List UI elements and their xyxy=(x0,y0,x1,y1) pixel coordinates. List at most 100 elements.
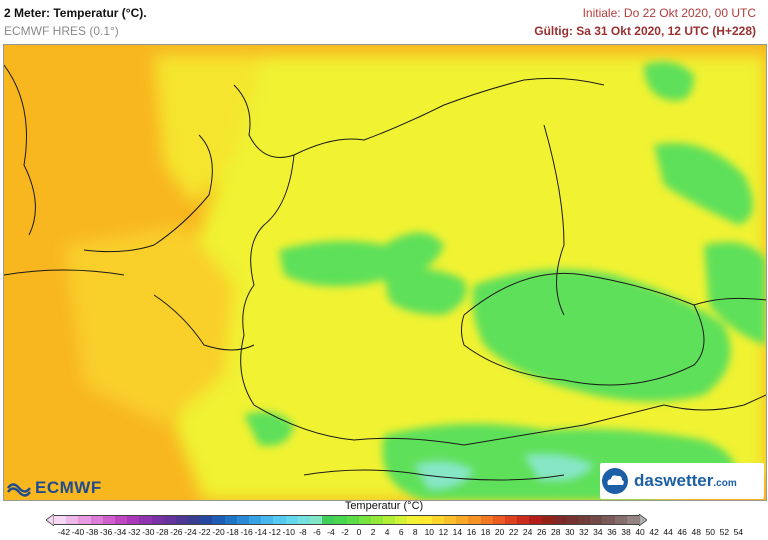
legend-tick-label: -24 xyxy=(184,527,197,537)
legend-tick-label: -20 xyxy=(212,527,225,537)
legend-tick-label: 44 xyxy=(663,527,673,537)
ecmwf-swirl-icon xyxy=(7,483,31,497)
legend-tick-label: 2 xyxy=(370,527,376,537)
legend-tick-label: 28 xyxy=(551,527,561,537)
temperature-map[interactable] xyxy=(3,44,767,501)
legend-swatch xyxy=(249,515,262,525)
legend-swatch xyxy=(78,515,91,525)
model-label: ECMWF HRES (0.1°) xyxy=(4,24,119,38)
legend-tick-label: 14 xyxy=(452,527,463,537)
legend-swatch xyxy=(419,515,432,525)
legend-tick-label: 22 xyxy=(508,527,519,537)
map-canvas xyxy=(4,45,766,500)
legend-tick-label: 48 xyxy=(691,527,701,537)
legend-tick-label: -40 xyxy=(71,527,85,537)
legend-tick-label: 54 xyxy=(733,527,744,537)
legend-swatch xyxy=(456,515,469,525)
legend-swatch xyxy=(114,515,128,525)
legend-swatch xyxy=(139,515,152,525)
daswetter-logo-text: daswetter xyxy=(634,471,714,490)
legend-swatch xyxy=(200,515,213,525)
legend-swatch xyxy=(626,515,639,525)
alps-cold xyxy=(414,453,594,490)
legend-swatch xyxy=(273,515,286,525)
legend-tick-label: -34 xyxy=(114,527,127,537)
legend-swatch xyxy=(383,515,396,525)
legend-tick-label: 0 xyxy=(356,527,362,537)
legend-swatch xyxy=(602,515,615,525)
legend-tick-label: 42 xyxy=(649,527,659,537)
cloud-icon xyxy=(602,468,628,494)
legend-swatch xyxy=(151,515,164,525)
legend-swatch xyxy=(614,515,627,525)
legend-title: Temperatur (°C) xyxy=(344,500,424,512)
legend-swatch xyxy=(309,515,323,525)
daswetter-logo-tld: .com xyxy=(713,477,737,489)
legend-swatch xyxy=(358,515,371,525)
legend-tick-label: 32 xyxy=(579,527,589,537)
legend-swatch xyxy=(553,515,566,525)
legend-swatch xyxy=(188,515,201,525)
legend-tick-label: -18 xyxy=(226,527,239,537)
legend-tick-label: -14 xyxy=(254,527,267,537)
legend-tick-label: 18 xyxy=(480,527,491,537)
legend-swatch xyxy=(395,515,408,525)
legend-swatch xyxy=(517,515,530,525)
legend-swatch xyxy=(236,515,249,525)
legend-swatch xyxy=(127,515,140,525)
legend-swatch xyxy=(224,515,237,525)
legend-swatch xyxy=(529,515,542,525)
legend-tick-label: -10 xyxy=(282,527,295,537)
legend-swatch xyxy=(578,515,591,525)
legend-swatch xyxy=(407,515,420,525)
legend-swatch xyxy=(492,515,505,525)
legend-tick-label: -12 xyxy=(268,527,281,537)
legend-swatch xyxy=(66,515,79,525)
legend-tick-label: 40 xyxy=(635,527,645,537)
legend-swatch xyxy=(334,515,347,525)
legend-tick-label: -8 xyxy=(299,527,307,537)
legend-swatch xyxy=(346,515,359,525)
map-title: 2 Meter: Temperatur (°C). xyxy=(4,6,147,20)
ecmwf-logo: ECMWF xyxy=(6,478,102,498)
legend-tick-label: 30 xyxy=(565,527,575,537)
legend-tick-label: 50 xyxy=(705,527,716,537)
legend-swatch xyxy=(102,515,115,525)
legend-swatch xyxy=(541,515,554,525)
legend-tick-label: 20 xyxy=(494,527,505,537)
legend-tick-label: 24 xyxy=(522,527,533,537)
legend-swatch xyxy=(212,515,225,525)
legend-swatch xyxy=(370,515,384,525)
legend-tick-label: 6 xyxy=(398,527,404,537)
legend-tick-label: -16 xyxy=(240,527,253,537)
legend-swatch xyxy=(297,515,310,525)
legend-tick-label: -38 xyxy=(85,527,99,537)
cool-region xyxy=(244,61,766,500)
legend-swatch xyxy=(444,515,457,525)
legend-tick-label: 36 xyxy=(607,527,617,537)
legend-tick-label: 4 xyxy=(384,527,390,537)
legend-swatches xyxy=(54,515,639,525)
legend-ticks: -42 -40 -38 -36 -34 -32 -30 -28 -26 -24 -22 -20 -18-… xyxy=(46,527,743,539)
legend-tick-label: 34 xyxy=(593,527,603,537)
legend-right-arrow-icon xyxy=(639,514,647,526)
legend-tick-label: 8 xyxy=(412,527,418,537)
color-legend xyxy=(46,514,647,526)
borders xyxy=(4,64,766,481)
legend-tick-label: -42 xyxy=(57,527,71,537)
legend-swatch xyxy=(322,515,335,525)
legend-swatch xyxy=(261,515,274,525)
legend-swatch xyxy=(590,515,603,525)
legend-tick-label: -30 xyxy=(142,527,155,537)
legend-tick-label: -36 xyxy=(99,527,113,537)
init-time: Initiale: Do 22 Okt 2020, 00 UTC xyxy=(582,6,756,20)
legend-swatch xyxy=(468,515,481,525)
legend-tick-label: -4 xyxy=(327,527,335,537)
legend-tick-label: 38 xyxy=(621,527,631,537)
legend-swatch xyxy=(285,515,298,525)
ecmwf-logo-text: ECMWF xyxy=(35,478,102,497)
valid-time: Gültig: Sa 31 Okt 2020, 12 UTC (H+228) xyxy=(534,24,756,38)
daswetter-logo[interactable]: daswetter .com xyxy=(600,463,764,499)
legend-swatch xyxy=(480,515,493,525)
legend-tick-label: -6 xyxy=(313,527,321,537)
